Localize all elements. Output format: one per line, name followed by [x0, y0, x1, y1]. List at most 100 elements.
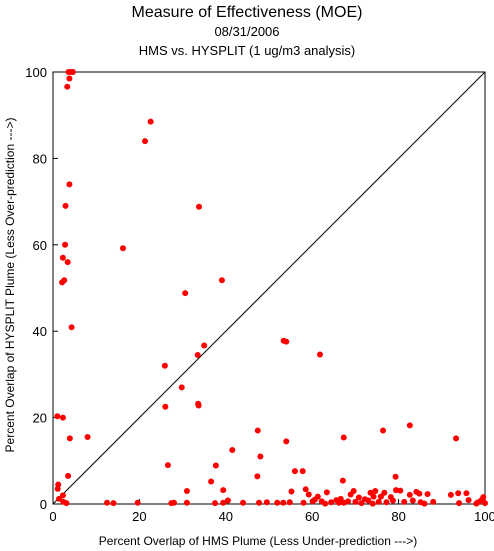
data-point — [164, 462, 171, 469]
data-point — [383, 499, 390, 506]
data-point — [482, 500, 488, 507]
data-point — [323, 489, 330, 496]
data-point — [340, 434, 347, 441]
y-tick-label: 0 — [40, 497, 47, 512]
data-point — [220, 499, 227, 506]
y-tick-label: 20 — [33, 411, 47, 426]
data-point — [465, 497, 472, 504]
data-point — [355, 494, 362, 501]
data-point — [393, 487, 400, 494]
data-point — [142, 138, 149, 145]
data-point — [369, 500, 376, 507]
data-point — [54, 485, 61, 492]
x-tick-label: 100 — [474, 509, 494, 524]
data-point — [389, 497, 396, 504]
x-tick-label: 40 — [219, 509, 233, 524]
data-point — [380, 427, 387, 434]
data-point — [119, 245, 126, 252]
data-point — [224, 497, 231, 504]
data-point — [375, 498, 382, 505]
data-point — [274, 499, 281, 506]
data-point — [409, 497, 416, 504]
data-point — [65, 472, 72, 479]
data-point — [416, 490, 423, 497]
data-point — [178, 384, 185, 391]
y-tick-label: 100 — [25, 65, 47, 80]
data-point — [345, 498, 352, 505]
data-point — [447, 491, 454, 498]
data-point — [183, 488, 190, 495]
data-point — [104, 499, 110, 506]
diagonal-reference-line — [52, 71, 486, 505]
data-point — [68, 324, 75, 331]
data-point — [455, 490, 462, 497]
data-point — [208, 478, 215, 485]
data-point — [59, 254, 66, 261]
data-point — [456, 500, 463, 507]
data-point — [62, 241, 69, 248]
chart-title: Measure of Effectiveness (MOE) — [132, 4, 363, 21]
data-point — [62, 202, 69, 209]
x-axis: 0 20 40 60 80 100 — [49, 499, 494, 524]
data-point — [63, 500, 70, 507]
data-point — [473, 500, 480, 507]
data-point — [162, 403, 169, 410]
data-point — [201, 342, 208, 349]
data-point — [240, 499, 247, 506]
data-point — [430, 498, 437, 505]
data-point — [69, 69, 76, 75]
data-point — [377, 493, 384, 500]
data-point — [256, 499, 263, 506]
data-point — [406, 491, 413, 498]
data-point — [370, 493, 377, 500]
data-point — [322, 500, 329, 507]
data-point — [299, 468, 306, 475]
data-point — [195, 402, 202, 409]
data-point — [220, 487, 227, 494]
x-tick-label: 60 — [305, 509, 319, 524]
data-point — [406, 422, 413, 429]
data-point — [280, 499, 287, 506]
data-point — [66, 435, 73, 442]
data-point — [316, 351, 323, 358]
x-tick-label: 0 — [49, 509, 56, 524]
data-point — [283, 438, 290, 445]
data-point — [56, 495, 63, 502]
data-point — [263, 499, 270, 506]
data-point — [212, 500, 218, 507]
data-point — [421, 500, 428, 507]
data-point — [59, 492, 66, 499]
data-point — [64, 259, 71, 266]
x-tick-label: 80 — [391, 509, 405, 524]
data-point — [350, 488, 357, 495]
data-point — [84, 434, 91, 441]
data-point — [365, 497, 372, 504]
data-point — [194, 351, 201, 358]
data-point — [257, 453, 264, 460]
data-point — [291, 468, 298, 475]
data-point — [352, 498, 359, 505]
data-point — [463, 490, 470, 497]
data-point — [229, 447, 236, 453]
data-point — [170, 499, 177, 506]
data-point — [59, 279, 66, 286]
data-point — [314, 493, 321, 500]
data-point — [54, 413, 61, 420]
data-point — [147, 118, 154, 125]
y-tick-label: 80 — [33, 151, 47, 166]
y-axis: 0 20 40 60 80 100 — [25, 65, 58, 512]
data-point — [288, 488, 295, 495]
data-point — [66, 181, 73, 188]
data-point — [55, 481, 62, 488]
data-point — [397, 487, 404, 494]
data-point — [182, 290, 189, 297]
data-point — [110, 500, 117, 507]
data-point — [134, 499, 141, 506]
y-tick-label: 40 — [33, 324, 47, 339]
data-point — [328, 499, 335, 506]
data-point — [59, 414, 66, 421]
data-point — [64, 83, 71, 90]
data-point — [401, 498, 408, 505]
data-point — [453, 435, 460, 442]
